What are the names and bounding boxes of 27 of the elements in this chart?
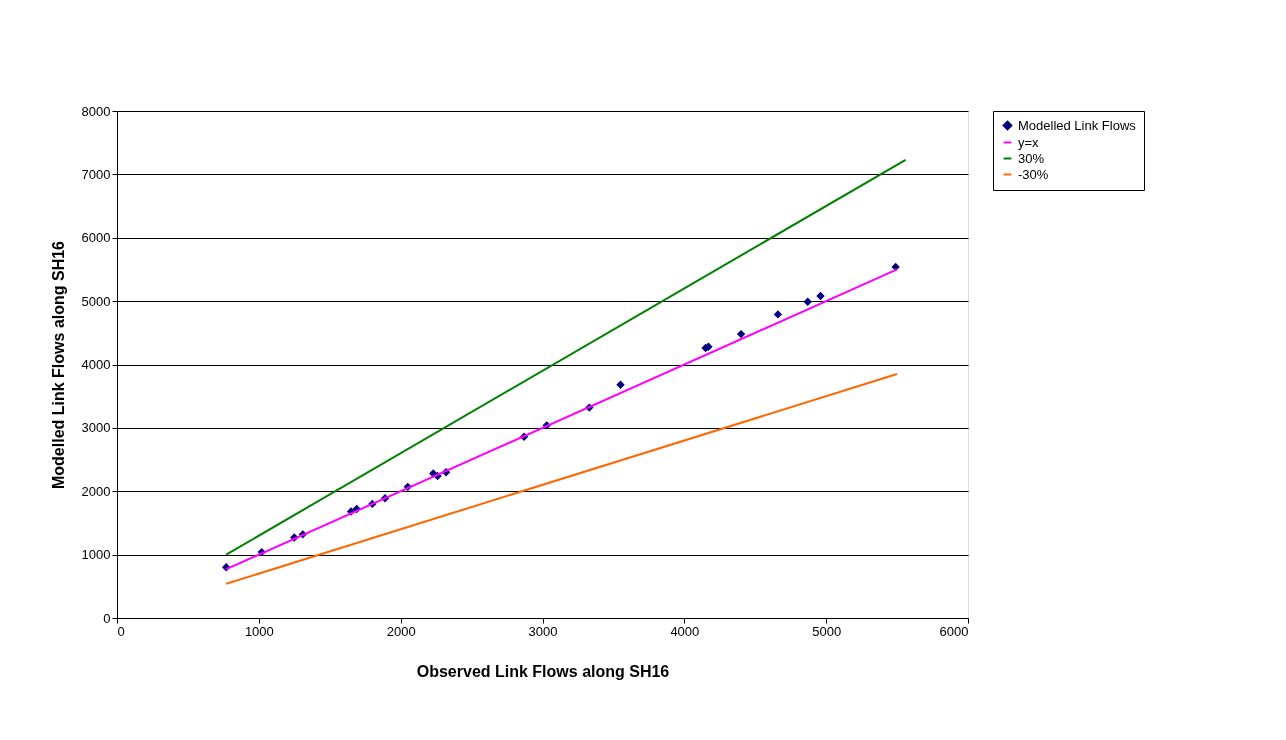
x-tick-label: 0 <box>117 623 125 639</box>
x-tick-label: 5000 <box>812 623 842 639</box>
x-tick-label: 2000 <box>386 623 416 639</box>
x-axis-title: Observed Link Flows along SH16 <box>416 662 670 680</box>
x-tick-label: 3000 <box>528 623 558 639</box>
x-tick-label: 4000 <box>670 623 700 639</box>
y-tick-label: 8000 <box>81 103 111 119</box>
point <box>816 291 825 301</box>
y-tick-label: 2000 <box>81 483 111 499</box>
y-axis-title: Modelled Link Flows along SH16 <box>49 240 67 490</box>
y-tick-label: 4000 <box>81 357 111 372</box>
point <box>803 297 812 306</box>
y-tick-label: 0 <box>103 610 111 626</box>
legend-label: 30% <box>1018 150 1045 166</box>
y-tick-label: 1000 <box>81 547 111 563</box>
y-tick-label: 7000 <box>81 166 111 182</box>
y-tick-label: 6000 <box>81 230 111 246</box>
legend-label: y=x <box>1018 134 1040 150</box>
point <box>736 329 746 339</box>
legend-label: Modelled Link Flows <box>1018 117 1137 133</box>
legend-label: -30% <box>1018 166 1049 182</box>
point <box>773 310 783 319</box>
point <box>616 380 625 389</box>
y-tick-label: 5000 <box>81 293 111 309</box>
x-tick-label: 1000 <box>244 623 274 639</box>
x-tick-label: 6000 <box>939 623 969 639</box>
y-tick-label: 3000 <box>81 420 111 436</box>
